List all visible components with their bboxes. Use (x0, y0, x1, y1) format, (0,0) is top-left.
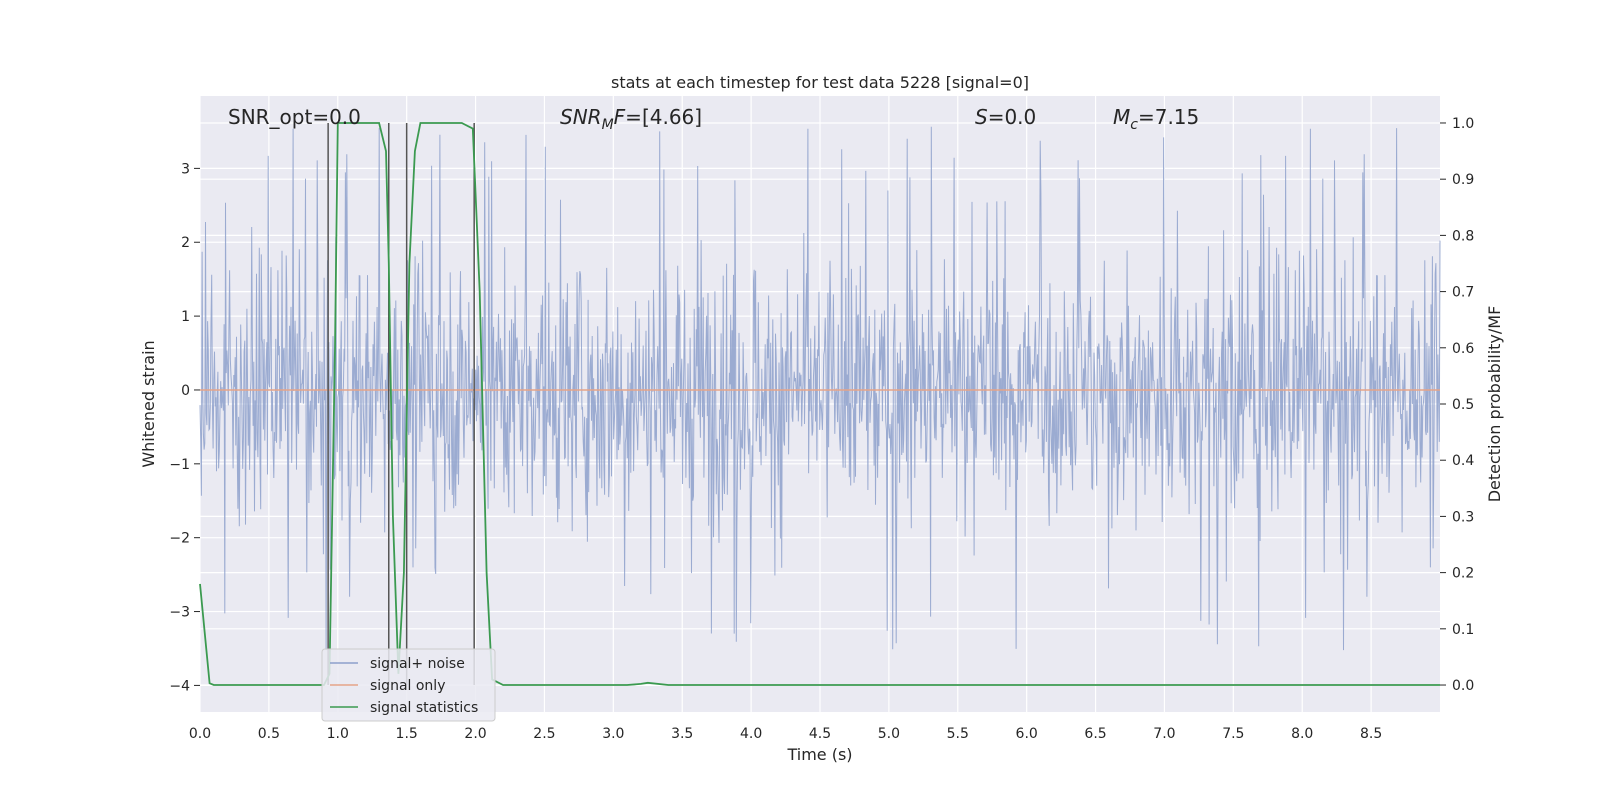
x-tick-label: 3.0 (602, 726, 624, 742)
x-tick-label: 6.5 (1084, 726, 1106, 742)
y-right-tick-label: 0.2 (1452, 566, 1474, 582)
y-right-tick-label: 0.9 (1452, 172, 1474, 188)
x-tick-label: 1.0 (327, 726, 349, 742)
x-tick-label: 0.0 (189, 726, 211, 742)
y-tick-label: 1 (181, 309, 190, 325)
x-ticks: 0.0 0.5 1.0 1.5 2.0 2.5 3.0 3.5 4.0 4.5 5.0 5.5 6.0 6… (189, 726, 1382, 742)
y-right-tick-label: 0.4 (1452, 453, 1474, 469)
x-tick-label: 6.0 (1016, 726, 1038, 742)
x-tick-label: 2.0 (464, 726, 486, 742)
x-tick-label: 7.5 (1222, 726, 1244, 742)
y-tick-label: 3 (181, 161, 190, 177)
x-tick-label: 5.5 (947, 726, 969, 742)
y-right-tick-label: 0.5 (1452, 397, 1474, 413)
y-tick-label: −1 (169, 457, 190, 473)
y-tick-label: 2 (181, 235, 190, 251)
legend-label-signal-statistics: signal statistics (370, 700, 478, 716)
y-ticks: 3 2 1 0 −1 −2 −3 −4 (169, 161, 200, 694)
y-right-axis-label: Detection probability/MF (1485, 306, 1504, 503)
x-tick-label: 8.0 (1291, 726, 1313, 742)
chart-title: stats at each timestep for test data 522… (611, 73, 1029, 92)
x-tick-label: 4.0 (740, 726, 762, 742)
x-tick-label: 1.5 (396, 726, 418, 742)
annotation-s: S=0.0 (975, 105, 1036, 129)
y-right-tick-label: 0.7 (1452, 285, 1474, 301)
y-right-ticks: 1.0 0.9 0.8 0.7 0.6 0.5 0.4 0.3 0.2 0.1 0.0 (1440, 116, 1474, 694)
x-tick-label: 7.0 (1153, 726, 1175, 742)
y-right-tick-label: 0.8 (1452, 228, 1474, 244)
x-tick-label: 5.0 (878, 726, 900, 742)
y-tick-label: 0 (181, 383, 190, 399)
y-tick-label: −4 (169, 678, 190, 694)
x-tick-label: 3.5 (671, 726, 693, 742)
y-right-tick-label: 0.0 (1452, 678, 1474, 694)
annotation-mc: Mc=7.15 (1113, 105, 1199, 133)
legend: signal+ noise signal only signal statist… (321, 648, 496, 722)
y-right-tick-label: 0.3 (1452, 509, 1474, 525)
x-tick-label: 0.5 (258, 726, 280, 742)
y-tick-label: −3 (169, 605, 190, 621)
y-tick-label: −2 (169, 531, 190, 547)
annotation-snr-mf: SNRMF=[4.66] (560, 105, 702, 133)
x-tick-label: 8.5 (1360, 726, 1382, 742)
y-axis-label: Whitened strain (139, 340, 158, 467)
legend-label-signal-noise: signal+ noise (370, 656, 465, 672)
x-tick-label: 2.5 (533, 726, 555, 742)
x-axis-label: Time (s) (786, 745, 852, 764)
y-right-tick-label: 1.0 (1452, 116, 1474, 132)
x-tick-label: 4.5 (809, 726, 831, 742)
legend-box (321, 648, 496, 722)
legend-label-signal-only: signal only (370, 678, 445, 694)
y-right-tick-label: 0.6 (1452, 341, 1474, 357)
y-right-tick-label: 0.1 (1452, 622, 1474, 638)
annotation-snr-opt: SNR_opt=0.0 (228, 105, 361, 129)
